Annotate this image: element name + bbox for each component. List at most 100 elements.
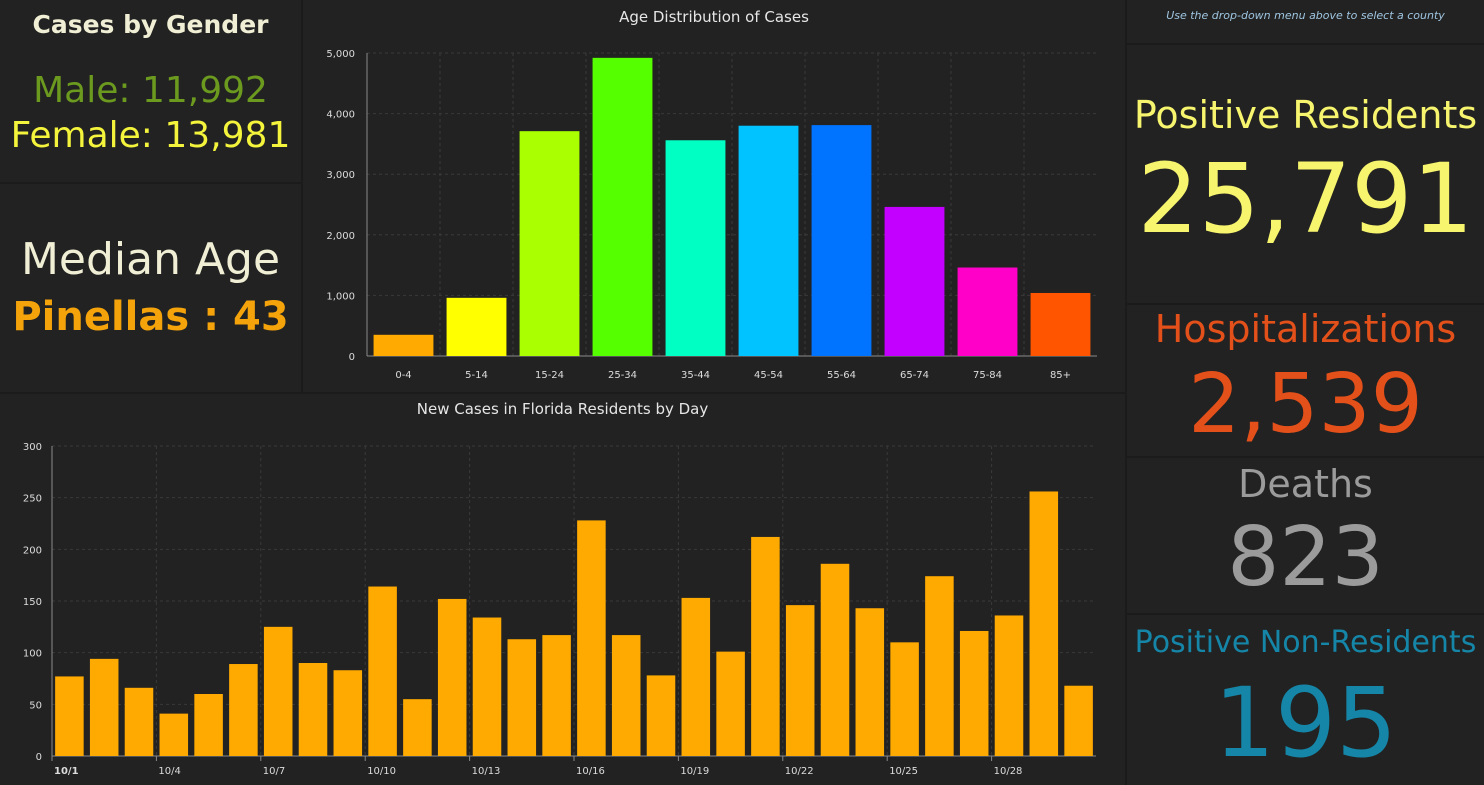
age-bar-5-14: [446, 297, 507, 356]
daily-bar: [298, 663, 328, 756]
age-x-tick-label: 0-4: [395, 370, 411, 381]
deaths-label: Deaths: [1238, 462, 1373, 506]
daily-x-tick-label: 10/22: [785, 766, 814, 777]
daily-x-tick-label: 10/19: [680, 766, 709, 777]
daily-bar: [403, 699, 432, 756]
daily-bar: [55, 676, 84, 756]
daily-y-tick-label: 0: [36, 752, 42, 763]
deaths-panel: Deaths 823: [1127, 458, 1484, 613]
daily-bar: [785, 605, 815, 756]
daily-x-tick-label: 10/7: [263, 766, 285, 777]
age-y-tick-label: 4,000: [326, 110, 355, 121]
age-bar-45-54: [738, 125, 799, 356]
daily-bar: [437, 598, 467, 756]
age-y-tick-label: 2,000: [326, 231, 355, 242]
daily-bar: [751, 536, 780, 756]
daily-bar: [820, 563, 850, 756]
female-count: Female: 13,981: [10, 115, 291, 156]
age-x-tick-label: 55-64: [827, 370, 856, 381]
age-x-tick-label: 75-84: [973, 370, 1002, 381]
age-bar-15-24: [519, 131, 580, 356]
daily-bar: [263, 626, 293, 756]
daily-x-tick-label: 10/1: [54, 766, 79, 777]
daily-bar: [507, 639, 537, 756]
daily-bar: [577, 520, 606, 756]
positive-residents-label: Positive Residents: [1133, 93, 1478, 137]
age-bar-65-74: [884, 206, 945, 356]
daily-y-tick-label: 300: [23, 442, 42, 453]
daily-chart-title: New Cases in Florida Residents by Day: [416, 400, 709, 418]
age-y-tick-label: 3,000: [326, 170, 355, 181]
age-y-tick-label: 5,000: [326, 49, 355, 60]
gender-panel: Cases by Gender Male: 11,992 Female: 13,…: [0, 0, 301, 182]
age-chart-title: Age Distribution of Cases: [619, 8, 809, 26]
daily-bar: [994, 615, 1024, 756]
daily-bar: [333, 670, 363, 756]
daily-bar: [1064, 685, 1093, 756]
median-age-label: Median Age: [20, 234, 281, 285]
non-residents-panel: Positive Non-Residents 195: [1127, 615, 1484, 785]
daily-bar: [1029, 491, 1059, 756]
daily-bar: [611, 635, 641, 756]
daily-cases-chart: 0 50 100 150 200 250 300 10/1 10/4 10/7 10/10 10/13…: [23, 442, 1096, 777]
daily-x-tick-label: 10/13: [472, 766, 501, 777]
age-x-tick-label: 5-14: [465, 370, 488, 381]
daily-y-tick-label: 250: [23, 494, 42, 505]
positive-residents-value: 25,791: [1137, 143, 1474, 255]
daily-y-tick-label: 100: [23, 649, 42, 660]
hospitalizations-label: Hospitalizations: [1154, 307, 1457, 351]
age-bar-55-64: [811, 125, 872, 356]
age-bar-75-84: [957, 267, 1018, 356]
daily-bar: [124, 687, 154, 756]
daily-x-tick-label: 10/16: [576, 766, 605, 777]
daily-x-tick-label: 10/4: [158, 766, 180, 777]
age-x-tick-label: 15-24: [535, 370, 564, 381]
age-x-tick-label: 35-44: [681, 370, 710, 381]
non-residents-label: Positive Non-Residents: [1134, 625, 1477, 660]
daily-bar: [194, 694, 223, 756]
non-residents-value: 195: [1213, 667, 1398, 779]
age-y-tick-label: 1,000: [326, 291, 355, 302]
age-x-tick-label: 25-34: [608, 370, 637, 381]
daily-bar: [716, 651, 745, 756]
daily-bar: [959, 630, 989, 756]
age-x-tick-label: 65-74: [900, 370, 929, 381]
age-bar-85+: [1030, 292, 1091, 356]
age-bar-25-34: [592, 57, 653, 357]
daily-x-tick-label: 10/10: [367, 766, 396, 777]
age-x-tick-label: 85+: [1050, 370, 1071, 381]
age-y-tick-label: 0: [349, 352, 355, 363]
daily-bar: [89, 658, 119, 756]
daily-bar: [646, 675, 676, 756]
age-bar-0-4: [373, 334, 434, 356]
daily-y-tick-label: 150: [23, 597, 42, 608]
age-distribution-chart: 0 1,000 2,000 3,000 4,000 5,000 0-4 5-14 15-24 25…: [326, 49, 1097, 381]
county-hint-panel: Use the drop-down menu above to select a…: [1127, 0, 1484, 43]
daily-y-tick-label: 200: [23, 545, 42, 556]
hospitalizations-panel: Hospitalizations 2,539: [1127, 305, 1484, 456]
daily-bar: [890, 642, 919, 756]
median-age-value: Pinellas : 43: [12, 294, 289, 340]
age-bar-35-44: [665, 140, 726, 356]
daily-bar: [368, 586, 397, 756]
daily-x-tick-label: 10/25: [889, 766, 918, 777]
daily-bar: [472, 617, 502, 756]
positive-residents-panel: Positive Residents 25,791: [1127, 45, 1484, 303]
gender-title: Cases by Gender: [32, 10, 269, 39]
daily-bar: [229, 664, 258, 756]
daily-bar: [681, 597, 711, 756]
daily-bar: [925, 576, 954, 756]
daily-cases-panel: New Cases in Florida Residents by Day 0 5…: [0, 394, 1125, 785]
daily-bar: [159, 713, 189, 756]
median-age-panel: Median Age Pinellas : 43: [0, 184, 301, 392]
daily-bar: [542, 635, 571, 756]
daily-y-tick-label: 50: [29, 700, 42, 711]
daily-x-tick-label: 10/28: [994, 766, 1023, 777]
daily-bar: [855, 608, 885, 756]
deaths-value: 823: [1227, 510, 1384, 605]
hospitalizations-value: 2,539: [1188, 357, 1423, 452]
age-distribution-panel: Age Distribution of Cases 0 1,000 2,000 3,0…: [303, 0, 1125, 392]
male-count: Male: 11,992: [33, 70, 268, 111]
county-hint-text: Use the drop-down menu above to select a…: [1166, 9, 1445, 22]
age-x-tick-label: 45-54: [754, 370, 783, 381]
